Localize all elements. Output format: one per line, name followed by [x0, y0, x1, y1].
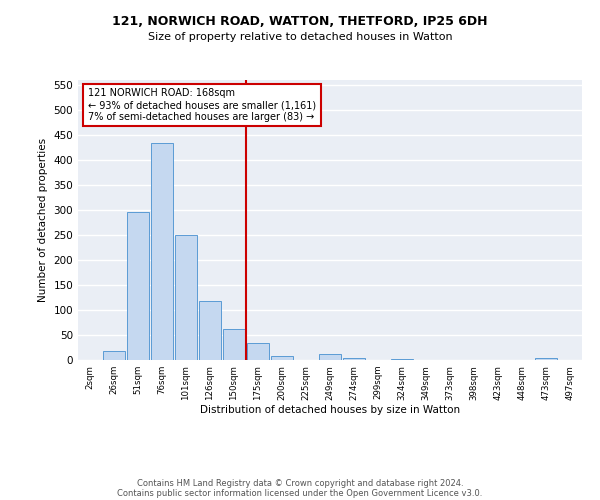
Text: Contains HM Land Registry data © Crown copyright and database right 2024.: Contains HM Land Registry data © Crown c… — [137, 478, 463, 488]
Bar — [151, 142, 173, 360]
X-axis label: Distribution of detached houses by size in Watton: Distribution of detached houses by size … — [200, 406, 460, 415]
Text: Contains public sector information licensed under the Open Government Licence v3: Contains public sector information licen… — [118, 488, 482, 498]
Bar — [199, 300, 221, 360]
Bar — [247, 342, 269, 360]
Bar — [391, 358, 413, 360]
Bar — [319, 354, 341, 360]
Text: 121 NORWICH ROAD: 168sqm
← 93% of detached houses are smaller (1,161)
7% of semi: 121 NORWICH ROAD: 168sqm ← 93% of detach… — [88, 88, 316, 122]
Bar — [175, 235, 197, 360]
Bar — [271, 356, 293, 360]
Bar — [343, 358, 365, 360]
Bar — [127, 212, 149, 360]
Text: Size of property relative to detached houses in Watton: Size of property relative to detached ho… — [148, 32, 452, 42]
Y-axis label: Number of detached properties: Number of detached properties — [38, 138, 48, 302]
Bar — [223, 328, 245, 360]
Text: 121, NORWICH ROAD, WATTON, THETFORD, IP25 6DH: 121, NORWICH ROAD, WATTON, THETFORD, IP2… — [112, 15, 488, 28]
Bar — [103, 351, 125, 360]
Bar — [535, 358, 557, 360]
